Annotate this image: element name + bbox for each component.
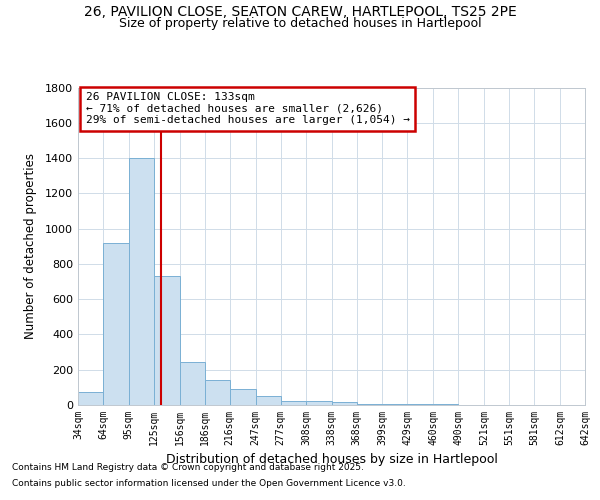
Bar	[78, 392, 103, 405]
Bar	[307, 402, 331, 405]
Bar	[103, 242, 129, 405]
Bar	[433, 404, 458, 405]
Bar	[382, 404, 407, 405]
Bar	[281, 400, 307, 405]
X-axis label: Distribution of detached houses by size in Hartlepool: Distribution of detached houses by size …	[166, 454, 497, 466]
Text: 26 PAVILION CLOSE: 133sqm
← 71% of detached houses are smaller (2,626)
29% of se: 26 PAVILION CLOSE: 133sqm ← 71% of detac…	[86, 92, 410, 126]
Text: Size of property relative to detached houses in Hartlepool: Size of property relative to detached ho…	[119, 18, 481, 30]
Bar	[154, 276, 180, 405]
Text: Contains public sector information licensed under the Open Government Licence v3: Contains public sector information licen…	[12, 478, 406, 488]
Bar	[180, 362, 205, 405]
Bar	[356, 404, 382, 405]
Bar	[256, 396, 281, 405]
Bar	[331, 402, 356, 405]
Text: 26, PAVILION CLOSE, SEATON CAREW, HARTLEPOOL, TS25 2PE: 26, PAVILION CLOSE, SEATON CAREW, HARTLE…	[83, 5, 517, 19]
Text: Contains HM Land Registry data © Crown copyright and database right 2025.: Contains HM Land Registry data © Crown c…	[12, 464, 364, 472]
Bar	[129, 158, 154, 405]
Bar	[230, 389, 256, 405]
Bar	[407, 404, 433, 405]
Bar	[205, 380, 230, 405]
Y-axis label: Number of detached properties: Number of detached properties	[23, 153, 37, 339]
